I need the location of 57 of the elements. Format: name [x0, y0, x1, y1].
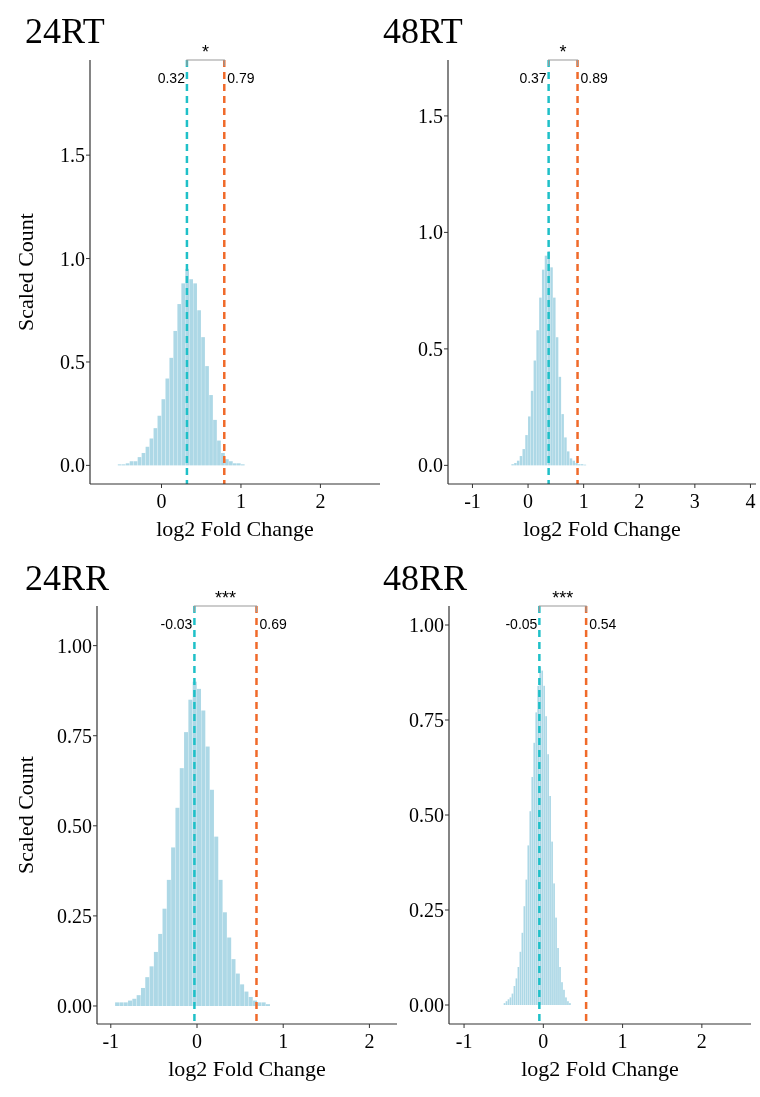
ref-line-label: 0.69 [259, 616, 287, 632]
y-tick-label: 1.0 [60, 247, 85, 270]
x-tick-label: 0 [523, 490, 534, 512]
x-tick-label: 2 [634, 490, 645, 512]
ref-line-label: 0.89 [580, 70, 608, 86]
y-tick-label: 0.50 [409, 804, 444, 826]
y-tick-label: 1.5 [418, 104, 443, 127]
y-tick-label: 0.00 [57, 994, 92, 1017]
ref-line-label: -0.03 [160, 616, 193, 632]
y-tick-label: 0.25 [409, 899, 444, 921]
chart-title: 24RR [25, 558, 110, 598]
y-tick-label: 1.00 [409, 614, 444, 636]
y-tick-label: 0.0 [60, 454, 85, 477]
x-tick-label: 3 [689, 490, 700, 512]
x-tick-label: 2 [364, 1030, 375, 1052]
y-tick-label: 0.0 [418, 454, 443, 477]
x-axis-title: log2 Fold Change [523, 516, 681, 541]
y-tick-label: 0.00 [409, 994, 444, 1016]
x-axis-title: log2 Fold Change [156, 516, 314, 541]
annotation: * [559, 42, 567, 62]
chart-title: 24RT [25, 11, 105, 51]
y-tick-label: 0.50 [57, 814, 92, 837]
y-tick-label: 0.5 [418, 337, 443, 360]
y-tick-label: 0.75 [57, 724, 92, 747]
ref-line-label: -0.05 [505, 616, 538, 632]
x-tick-label: 0 [192, 1030, 202, 1052]
annotation: * [202, 42, 210, 62]
y-tick-label: 0.75 [409, 709, 444, 731]
x-tick-label: 1 [578, 490, 589, 512]
x-tick-label: 0 [156, 490, 167, 512]
x-tick-label: 1 [617, 1030, 628, 1052]
ref-line-label: 0.79 [227, 70, 255, 86]
y-axis-title: Scaled Count [13, 213, 38, 331]
x-tick-label: -1 [455, 1030, 473, 1052]
y-tick-label: 1.0 [418, 221, 443, 244]
x-tick-label: 2 [696, 1030, 707, 1052]
ref-line-label: 0.32 [157, 70, 186, 86]
chart-title: 48RT [383, 11, 463, 51]
ref-line-label: 0.54 [589, 616, 617, 632]
y-tick-label: 0.25 [57, 904, 92, 927]
x-axis-title: log2 Fold Change [168, 1056, 326, 1081]
x-axis-title: log2 Fold Change [521, 1056, 679, 1081]
x-tick-label: 0 [538, 1030, 549, 1052]
x-tick-label: -1 [102, 1030, 120, 1052]
x-tick-label: -1 [464, 490, 481, 512]
y-tick-label: 0.5 [60, 350, 85, 373]
x-tick-label: 1 [235, 490, 246, 512]
chart-title: 48RR [383, 558, 468, 598]
x-tick-label: 4 [745, 490, 756, 512]
y-axis-title: Scaled Count [13, 756, 38, 874]
y-tick-label: 1.00 [57, 634, 92, 657]
y-tick-label: 1.5 [60, 144, 85, 167]
annotation: *** [552, 588, 574, 608]
ref-line-label: 0.37 [519, 70, 547, 86]
annotation: *** [214, 588, 236, 608]
x-tick-label: 1 [278, 1030, 289, 1052]
x-tick-label: 2 [315, 490, 326, 512]
